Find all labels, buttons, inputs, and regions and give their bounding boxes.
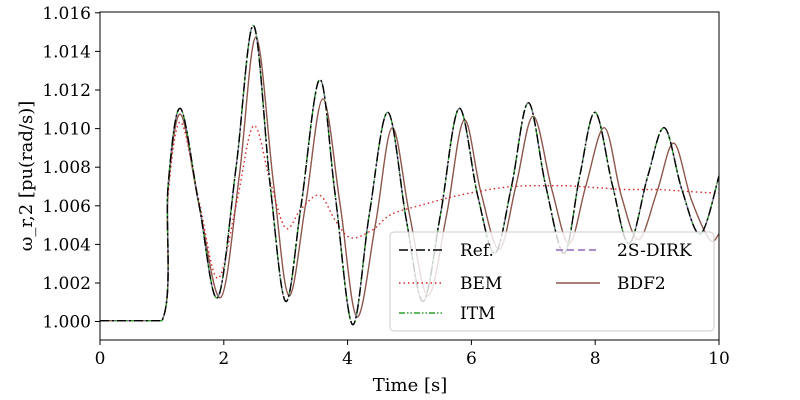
y-tick-label: 1.006 [42,197,91,217]
x-axis: 0 2 4 6 8 10 Time [s] [95,340,730,396]
series-line-ref [100,24,719,326]
legend-label-bdf2: BDF2 [617,274,666,294]
legend-label-itm: ITM [460,304,495,324]
y-tick-label: 1.002 [42,274,91,294]
x-tick-label: 10 [708,349,730,369]
legend-box [389,231,715,332]
legend-label-2s-dirk: 2S-DIRK [617,241,692,261]
y-tick-label: 1.010 [42,120,91,140]
y-tick-label: 1.004 [42,235,91,255]
y-axis-label: ω_r,2 [pu(rad/s)] [16,101,37,252]
y-tick-label: 1.016 [42,4,91,24]
x-tick-label: 0 [95,349,106,369]
plot-frame [99,11,720,341]
series-line-bem [100,121,719,322]
legend-label-ref: Ref. [460,241,494,261]
y-axis: 1.000 1.002 1.004 1.006 1.008 1.010 1.01… [16,4,100,333]
series-line-itm [100,24,719,326]
legend: Ref. BEM ITM 2S-DIRK BDF2 [389,231,715,332]
x-axis-label: Time [s] [373,375,448,396]
y-tick-label: 1.012 [42,81,91,101]
legend-label-bem: BEM [460,274,502,294]
y-tick-label: 1.000 [42,313,91,333]
y-tick-label: 1.014 [42,42,91,62]
series-layer [100,24,719,326]
y-tick-label: 1.008 [42,158,91,178]
series-line-bdf2 [100,36,719,322]
x-tick-label: 8 [590,349,601,369]
x-tick-label: 2 [218,349,229,369]
x-tick-label: 6 [466,349,477,369]
x-tick-label: 4 [342,349,353,369]
